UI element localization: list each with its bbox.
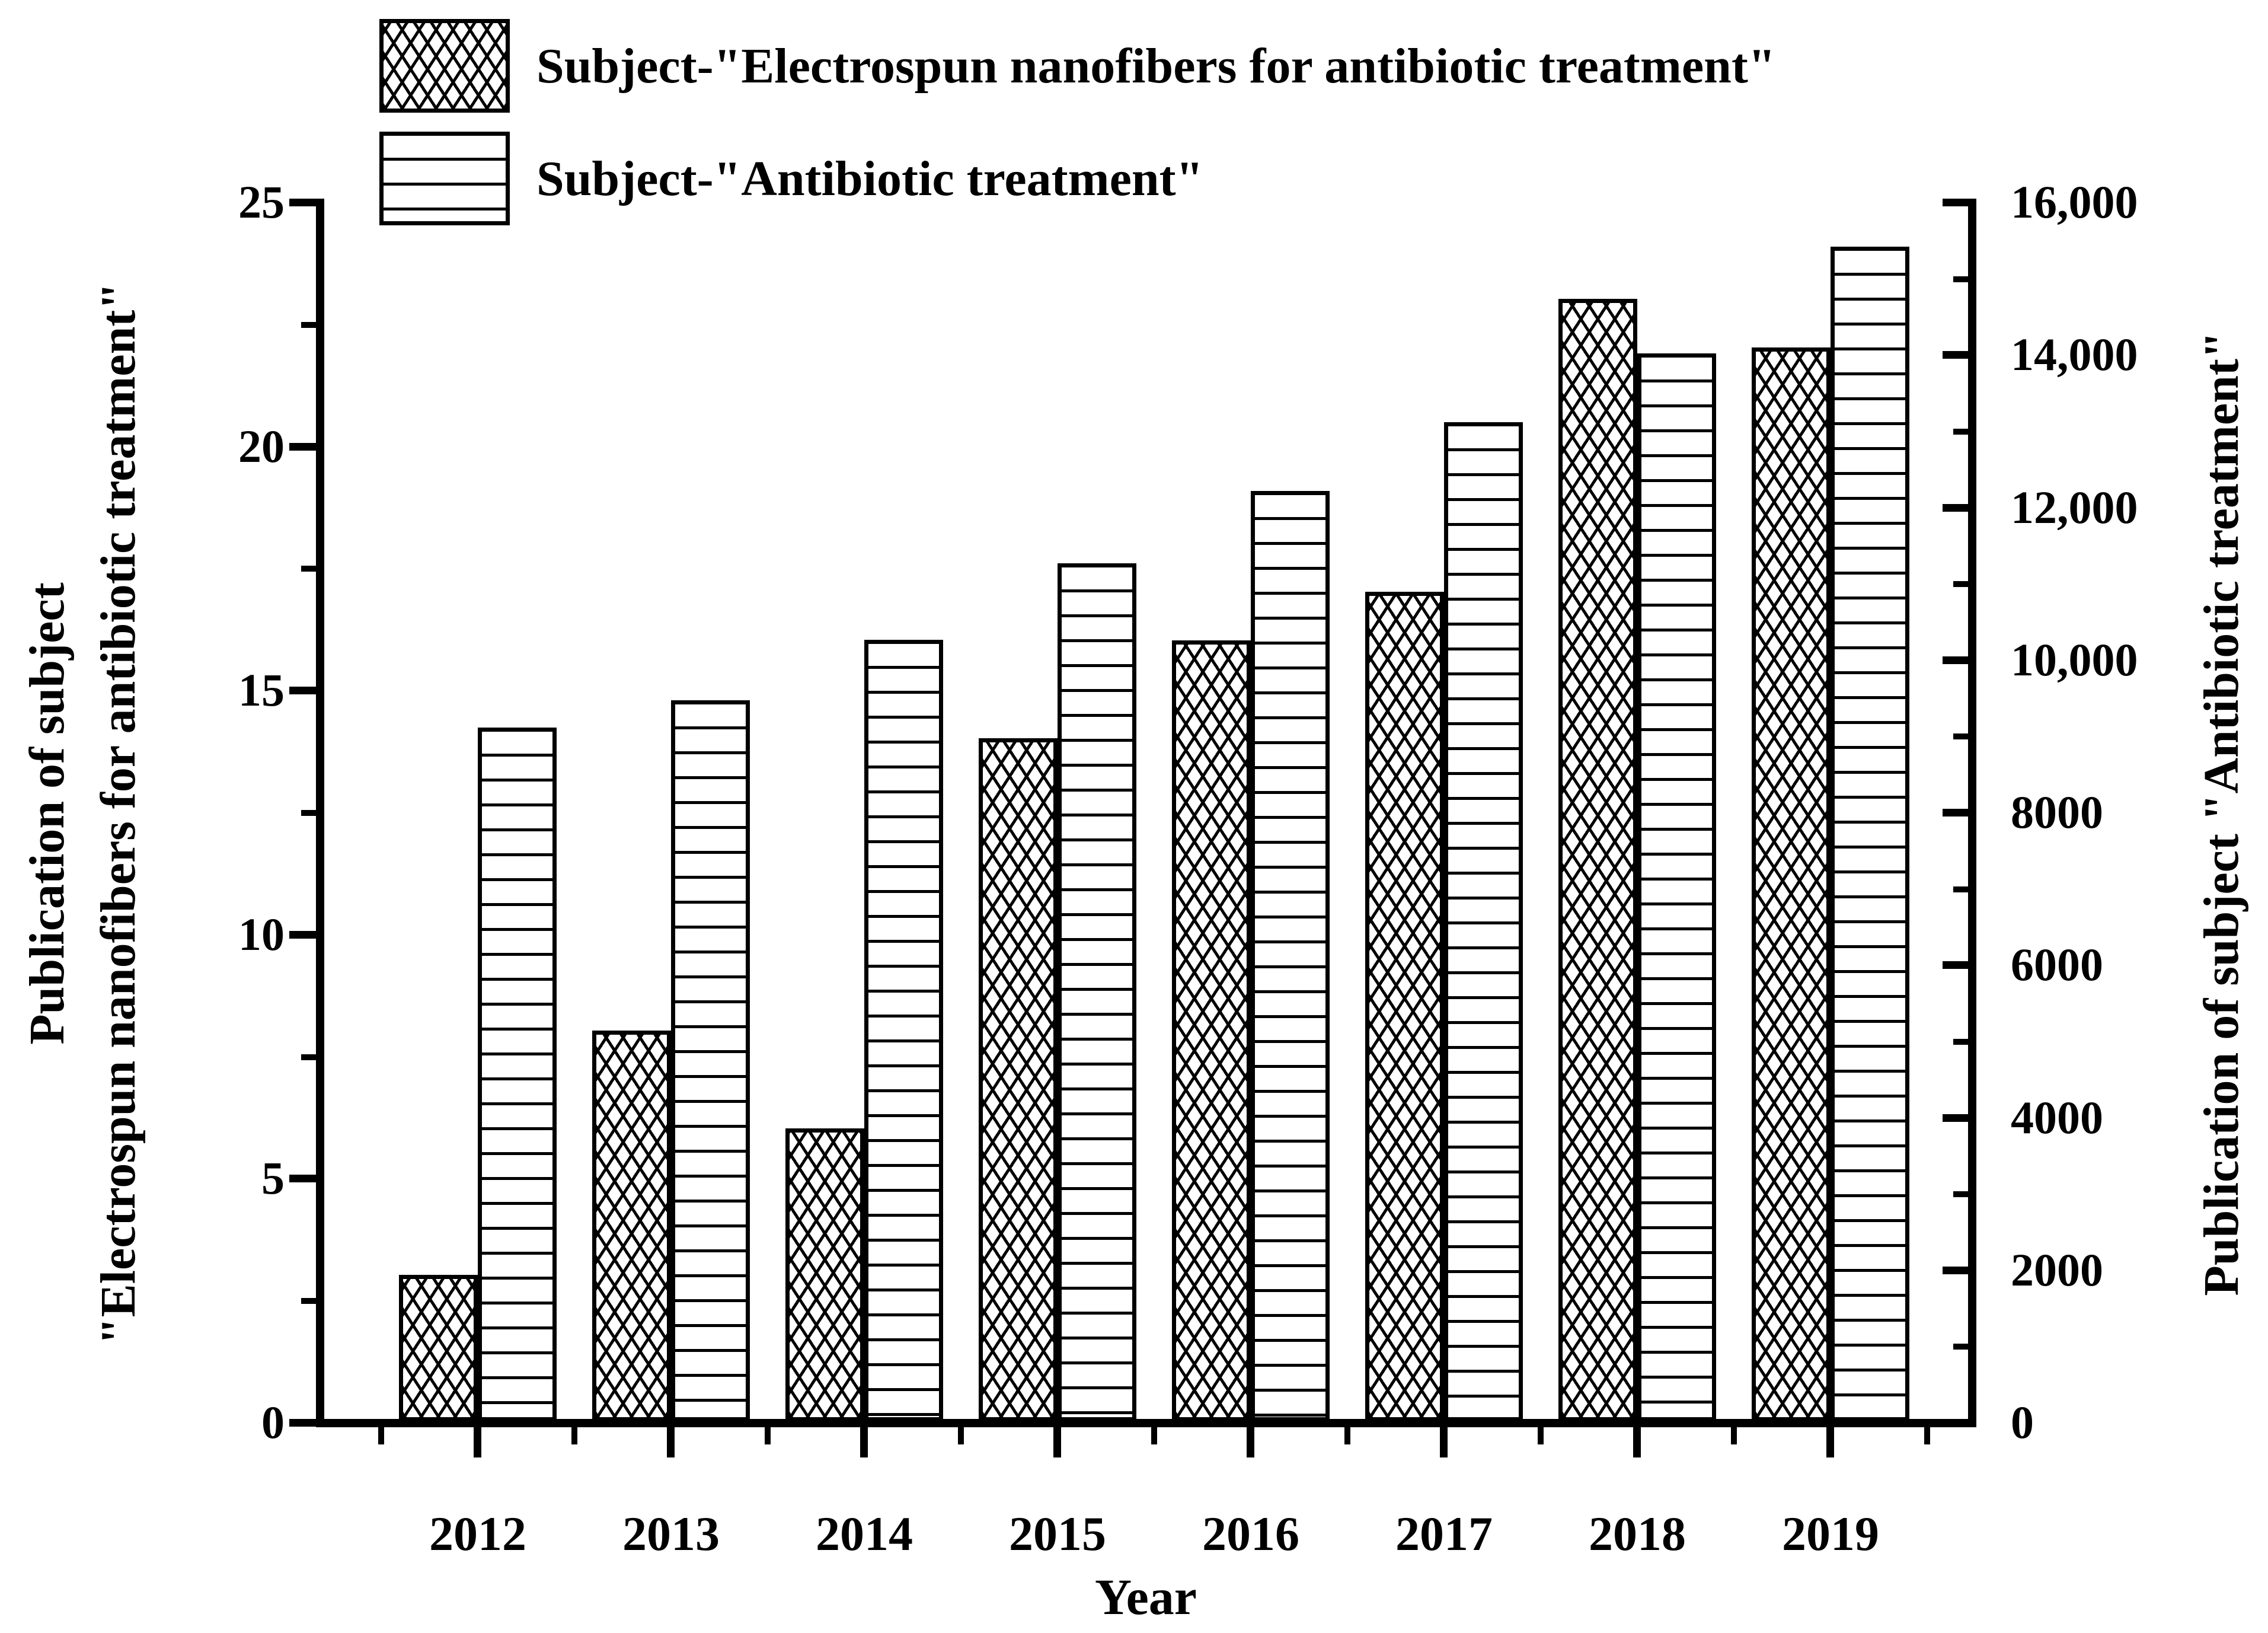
bar-antibiotic-2017 (1444, 422, 1523, 1421)
x-axis-minor-tick (1538, 1423, 1544, 1444)
left-axis-major-tick (289, 199, 320, 206)
x-axis-tick-label: 2012 (429, 1507, 526, 1561)
right-axis-minor-tick (1953, 1038, 1972, 1045)
bar-antibiotic-2012 (478, 727, 557, 1421)
left-axis-tick-label: 0 (261, 1396, 285, 1448)
bar-electrospun-2016 (1172, 640, 1251, 1421)
right-axis-major-tick (1943, 656, 1972, 664)
legend-item-label: Subject-"Antibiotic treatment" (536, 151, 1204, 206)
x-axis-major-tick (1247, 1423, 1254, 1457)
x-axis-minor-tick (378, 1423, 384, 1444)
bar-electrospun-2019 (1752, 347, 1831, 1421)
left-axis-major-tick (289, 1175, 320, 1183)
right-axis-minor-tick (1953, 276, 1972, 282)
x-axis-major-tick (1053, 1423, 1061, 1457)
left-axis-major-tick (289, 930, 320, 939)
bar-antibiotic-2016 (1251, 490, 1330, 1421)
left-axis-minor-tick (301, 1298, 320, 1305)
x-axis-minor-tick (1924, 1423, 1930, 1444)
right-axis-tick-label: 10,000 (2011, 633, 2138, 685)
right-axis-minor-tick (1953, 428, 1972, 435)
left-axis-minor-tick (301, 810, 320, 816)
right-axis-major-tick (1943, 1419, 1972, 1427)
x-axis-major-tick (667, 1423, 675, 1457)
x-axis-major-tick (1440, 1423, 1448, 1457)
legend-item-label: Subject-"Electrospun nanofibers for anti… (536, 39, 1776, 94)
left-axis-tick-label: 15 (238, 664, 285, 716)
left-axis-minor-tick (301, 321, 320, 328)
x-axis-tick-label: 2016 (1202, 1507, 1299, 1561)
x-axis-minor-tick (765, 1423, 771, 1444)
x-axis-minor-tick (571, 1423, 577, 1444)
right-axis-tick-label: 6000 (2011, 939, 2103, 991)
right-axis-major-tick (1943, 809, 1972, 816)
bar-electrospun-2015 (979, 738, 1058, 1421)
bar-electrospun-2017 (1365, 591, 1444, 1421)
x-axis-title: Year (1095, 1568, 1197, 1625)
x-axis-minor-tick (1151, 1423, 1157, 1444)
right-axis-major-tick (1943, 351, 1972, 359)
right-axis-tick-label: 12,000 (2011, 481, 2138, 533)
bar-antibiotic-2015 (1058, 563, 1136, 1421)
x-axis-major-tick (1633, 1423, 1641, 1457)
bar-antibiotic-2018 (1637, 353, 1716, 1421)
bar-electrospun-2012 (399, 1275, 478, 1421)
x-axis-tick-label: 2018 (1589, 1507, 1686, 1561)
bar-electrospun-2014 (785, 1128, 864, 1421)
right-axis-tick-label: 14,000 (2011, 328, 2138, 381)
horizontal-lines-swatch-icon (379, 132, 510, 225)
left-axis-major-tick (289, 442, 320, 451)
bar-electrospun-2013 (592, 1031, 671, 1421)
bar-antibiotic-2014 (864, 639, 943, 1421)
right-axis-tick-label: 0 (2011, 1396, 2034, 1448)
left-axis-tick-label: 20 (238, 420, 285, 472)
right-axis-minor-tick (1953, 733, 1972, 740)
bar-antibiotic-2013 (671, 700, 750, 1421)
right-axis-tick-label: 8000 (2011, 786, 2103, 838)
right-axis-tick-label: 16,000 (2011, 176, 2138, 228)
bar-electrospun-2018 (1558, 298, 1637, 1421)
x-axis-major-tick (860, 1423, 868, 1457)
right-axis-minor-tick (1953, 1191, 1972, 1198)
right-axis-minor-tick (1953, 1344, 1972, 1350)
left-axis-tick-label: 5 (261, 1152, 285, 1204)
left-axis-tick-label: 25 (238, 176, 285, 228)
x-axis-minor-tick (1344, 1423, 1350, 1444)
right-axis-minor-tick (1953, 581, 1972, 588)
right-axis-major-tick (1943, 1114, 1972, 1122)
left-axis-major-tick (289, 1419, 320, 1427)
left-axis-major-tick (289, 687, 320, 695)
bar-antibiotic-2019 (1831, 247, 1909, 1421)
right-axis-major-tick (1943, 1266, 1972, 1274)
x-axis-minor-tick (1731, 1423, 1737, 1444)
x-axis-major-tick (1826, 1423, 1834, 1457)
x-axis-major-tick (474, 1423, 481, 1457)
left-axis-tick-label: 10 (238, 908, 285, 960)
left-axis-minor-tick (301, 566, 320, 572)
right-axis-major-tick (1943, 199, 1972, 206)
x-axis-tick-label: 2014 (816, 1507, 913, 1561)
right-axis-major-tick (1943, 961, 1972, 969)
x-axis-tick-label: 2017 (1395, 1507, 1493, 1561)
left-axis-minor-tick (301, 1054, 320, 1060)
x-axis-minor-tick (958, 1423, 964, 1444)
x-axis-tick-label: 2019 (1782, 1507, 1879, 1561)
right-axis-minor-tick (1953, 886, 1972, 892)
x-axis-tick-label: 2015 (1009, 1507, 1106, 1561)
right-axis-tick-label: 4000 (2011, 1091, 2103, 1143)
left-axis-line (316, 199, 324, 1427)
crosshatch-swatch-icon (379, 19, 510, 113)
x-axis-tick-label: 2013 (622, 1507, 720, 1561)
right-axis-major-tick (1943, 503, 1972, 512)
right-axis-tick-label: 2000 (2011, 1243, 2103, 1296)
